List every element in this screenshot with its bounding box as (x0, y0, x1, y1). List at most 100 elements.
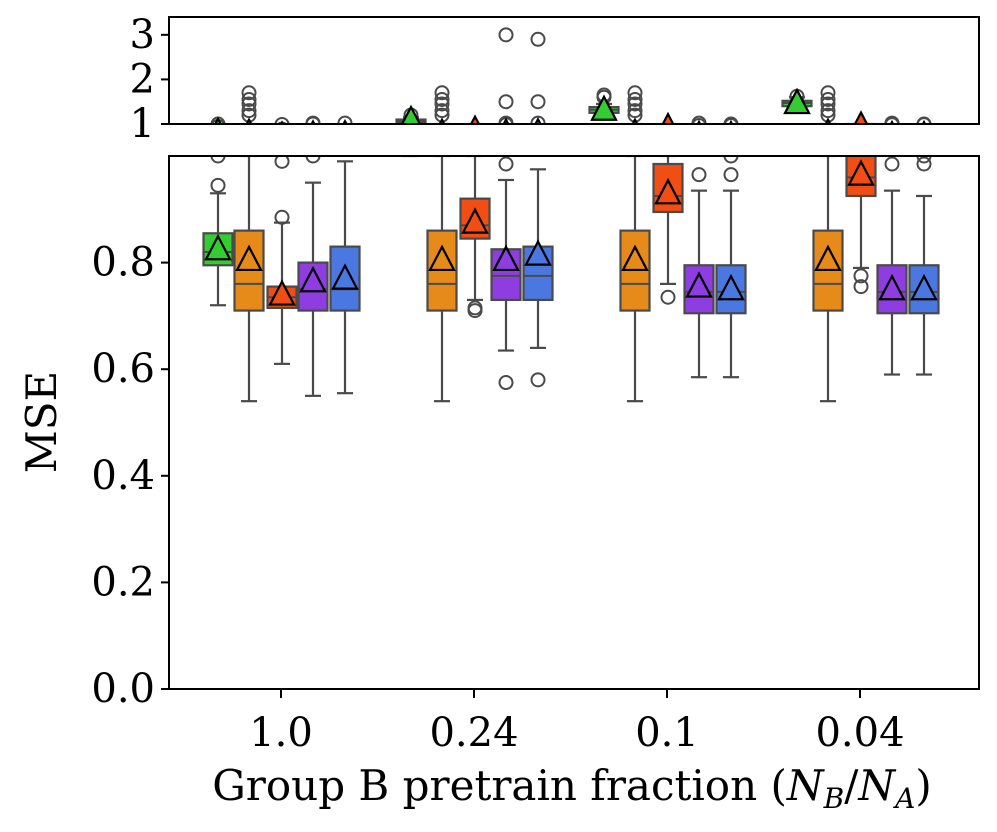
flier-bottom-orange-1-1 (436, 0, 449, 3)
bottom-ytick-label-1: 0.2 (91, 559, 155, 605)
flier-top-red-orange-3-1 (855, 128, 868, 141)
flier-bottom-red-orange-1-1 (467, 300, 483, 316)
flier-bottom-orange-0-1 (243, 0, 256, 3)
mean-marker-bottom-red-orange-1 (461, 207, 489, 234)
box-top-blue-0 (331, 132, 360, 137)
flier-bottom-green-0-1 (210, 156, 226, 164)
xtick-label-0: 1.0 (249, 710, 313, 756)
flier-top-purple-1-4 (498, 27, 514, 43)
mean-marker-bottom-blue-0 (331, 263, 359, 290)
mean-marker-top-red-orange-2 (661, 111, 675, 124)
mean-marker-top-blue-1 (534, 116, 542, 124)
mean-marker-bottom-purple-2 (685, 271, 713, 298)
mean-marker-bottom-red-orange-0 (268, 279, 296, 306)
mean-marker-top-orange-2 (631, 117, 639, 124)
flier-top-purple-1-3 (498, 94, 514, 110)
box-top-purple-3 (878, 133, 907, 137)
x-axis-label-space (757, 761, 770, 810)
mean-marker-bottom-orange-1 (428, 244, 456, 272)
box-top-orange-2 (621, 130, 650, 137)
flier-bottom-blue-3-0 (916, 156, 932, 172)
flier-top-orange-1-4 (434, 85, 450, 101)
mean-marker-bottom-orange-2 (621, 244, 649, 272)
x-axis-label: Group B pretrain fraction (NB/NA) (212, 761, 932, 815)
box-top-red-orange-0 (268, 135, 297, 137)
mean-marker-bottom-blue-1 (524, 239, 552, 266)
flier-top-orange-3-3 (820, 91, 836, 107)
flier-top-orange-3-4 (820, 85, 836, 101)
x-axis-math-sub-b: B (823, 782, 845, 815)
flier-bottom-green-1-0 (405, 43, 418, 56)
mean-marker-top-purple-2 (696, 119, 702, 124)
mean-marker-bottom-green-0 (204, 233, 232, 261)
mean-marker-bottom-red-orange-2 (654, 177, 682, 205)
xtick-label-1: 0.24 (429, 710, 518, 756)
box-top-orange-1 (428, 130, 457, 137)
x-axis-label-text: Group B pretrain fraction (212, 761, 757, 810)
flier-bottom-blue-1-1 (532, 139, 545, 152)
box-top-blue-3 (910, 133, 939, 137)
top-y-axis: 123 (130, 12, 169, 147)
flier-top-orange-0-1 (241, 103, 257, 119)
mean-marker-top-green-3 (783, 87, 811, 115)
box-top-red-orange-1 (461, 128, 490, 131)
top-panel: 123 (130, 12, 980, 149)
flier-top-red-orange-1-0 (469, 130, 482, 143)
flier-top-red-orange-2-0 (662, 129, 675, 142)
flier-top-orange-1-1 (434, 103, 450, 119)
flier-bottom-purple-2-1 (693, 139, 706, 152)
box-top-blue-1 (524, 132, 553, 136)
flier-top-orange-1-2 (434, 96, 450, 112)
mean-marker-top-blue-2 (728, 119, 734, 124)
flier-top-orange-0-4 (241, 85, 257, 101)
mean-marker-bottom-purple-0 (299, 265, 327, 293)
top-panel-marks (204, 27, 939, 149)
box-top-green-0 (204, 130, 233, 133)
flier-top-blue-2-0 (723, 118, 739, 124)
flier-top-orange-2-3 (627, 91, 643, 107)
mean-marker-top-orange-1 (438, 117, 446, 124)
box-bottom-blue-3 (908, 264, 940, 315)
flier-bottom-orange-1-0 (436, 43, 449, 56)
flier-bottom-red-orange-2-0 (660, 289, 676, 305)
box-bottom-green-2 (590, 0, 619, 23)
flier-bottom-blue-3-1 (916, 156, 932, 164)
bottom-panel-marks (202, 0, 940, 403)
flier-top-blue-1-0 (532, 136, 545, 149)
mean-marker-top-blue-3 (921, 119, 927, 124)
mean-marker-top-green-0 (214, 116, 222, 124)
flier-bottom-purple-1-0 (498, 375, 514, 391)
x-axis-math-open: ( (771, 761, 787, 810)
flier-top-orange-3-1 (820, 103, 836, 119)
flier-bottom-blue-2-1 (723, 156, 739, 164)
xtick-label-3: 0.04 (815, 710, 904, 756)
mean-marker-top-purple-1 (502, 117, 510, 124)
box-top-blue-2 (717, 133, 746, 137)
box-top-red-orange-2 (652, 123, 684, 124)
mean-marker-bottom-purple-3 (878, 273, 906, 301)
flier-top-orange-1-3 (434, 91, 450, 107)
top-ytick-label-0: 1 (130, 101, 155, 147)
y-axis-label: MSE (17, 371, 66, 473)
flier-top-orange-3-2 (820, 96, 836, 112)
flier-bottom-orange-3-0 (822, 43, 835, 56)
flier-bottom-purple-1-2 (500, 139, 513, 152)
box-top-purple-1 (492, 132, 521, 136)
xtick-label-2: 0.1 (635, 710, 699, 756)
bottom-ytick-label-3: 0.6 (91, 346, 155, 392)
flier-top-purple-1-0 (500, 136, 513, 149)
flier-bottom-purple-3-0 (884, 156, 900, 172)
flier-top-orange-2-4 (627, 85, 643, 101)
flier-top-purple-3-0 (884, 117, 900, 124)
flier-top-orange-2-1 (627, 103, 643, 119)
top-ytick-label-1: 2 (130, 56, 155, 102)
bottom-ytick-label-2: 0.4 (91, 453, 155, 499)
mean-marker-top-purple-3 (889, 119, 895, 124)
x-axis-math-close: ) (915, 761, 931, 810)
mean-marker-top-red-orange-0 (280, 120, 284, 124)
flier-bottom-green-0-0 (210, 177, 226, 193)
flier-bottom-orange-3-1 (822, 0, 835, 3)
flier-bottom-orange-2-1 (629, 0, 642, 3)
flier-bottom-orange-2-0 (629, 43, 642, 56)
